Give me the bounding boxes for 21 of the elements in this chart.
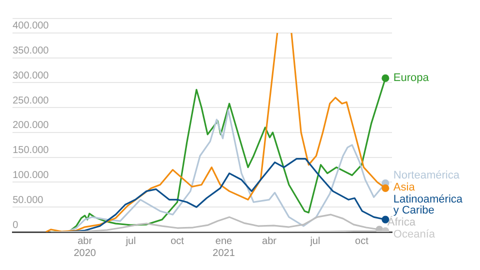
x-tick-label: jul: [309, 236, 320, 247]
y-tick-label: 200.000: [12, 120, 50, 132]
y-tick-label: 150.000: [12, 145, 50, 156]
y-tick-label: 400.000: [12, 20, 50, 32]
series-label: Europa: [393, 72, 430, 84]
y-tick-label: 300.000: [12, 70, 50, 82]
x-tick-label: jul: [124, 236, 136, 247]
y-tick-label: 350.000: [12, 46, 50, 57]
y-tick-label: 100.000: [12, 170, 50, 181]
x-tick-label: abr 2020: [74, 236, 96, 259]
series-label: Asia: [393, 182, 416, 194]
y-tick-label: 250.000: [12, 95, 50, 106]
x-tick-label: oct: [355, 236, 369, 247]
x-tick-label: oct: [170, 236, 184, 247]
series-label: Latinoamérica y Caribe: [393, 194, 464, 217]
x-tick-label: ene 2021: [212, 236, 236, 259]
y-tick-label: 50.000: [12, 194, 44, 206]
series-label: Norteamérica: [393, 170, 460, 182]
y-tick-label: 0: [12, 220, 19, 231]
series-label: África: [387, 216, 416, 229]
x-tick-label: abr: [262, 236, 278, 247]
